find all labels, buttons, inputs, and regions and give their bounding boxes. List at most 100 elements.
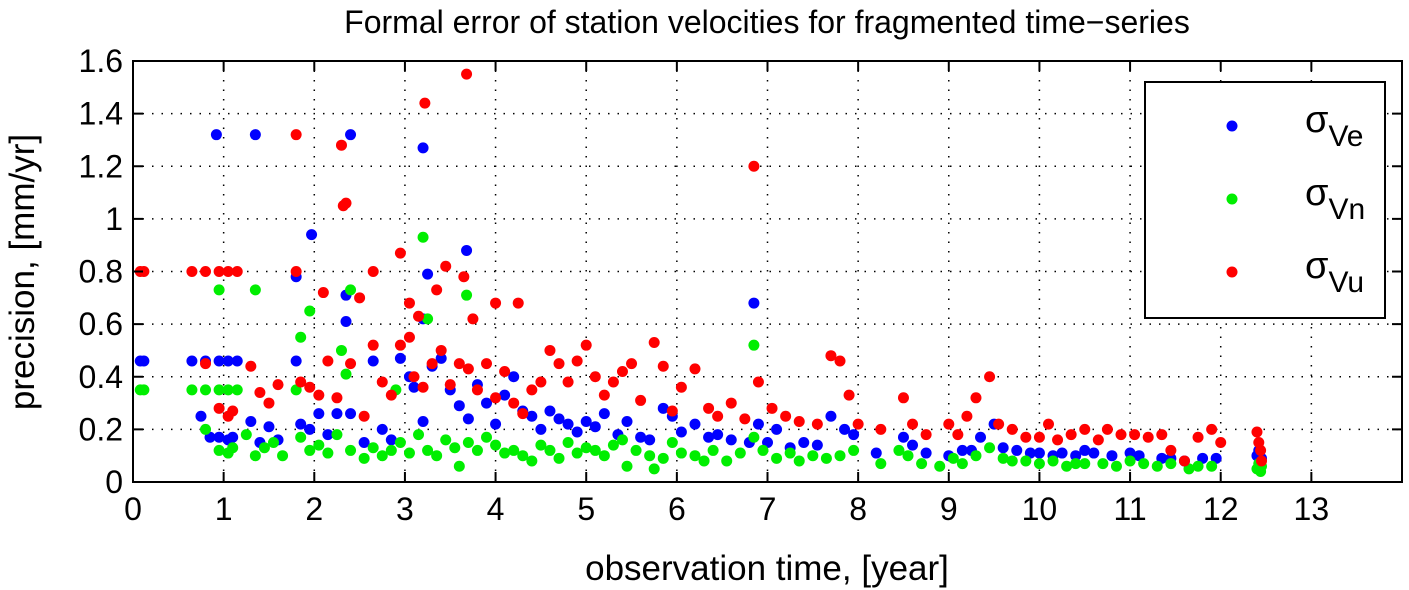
data-point: [138, 266, 150, 277]
data-point: [340, 368, 352, 380]
data-point: [1011, 444, 1023, 456]
x-tick-label: 3: [396, 491, 414, 527]
data-point: [213, 355, 225, 367]
data-point: [367, 339, 379, 351]
x-tick-label: 7: [759, 491, 777, 527]
data-point: [1156, 429, 1168, 441]
legend-label: σVn: [1305, 172, 1365, 226]
data-point: [657, 402, 669, 414]
data-point: [1056, 447, 1068, 459]
data-point: [811, 418, 823, 430]
data-point: [200, 423, 212, 435]
data-point: [331, 429, 343, 441]
data-point: [807, 450, 819, 462]
data-point: [426, 358, 438, 370]
data-point: [1192, 460, 1204, 472]
data-point: [408, 371, 420, 383]
legend-subscript: Vu: [1328, 266, 1364, 299]
data-point: [875, 458, 887, 470]
data-point: [340, 315, 352, 327]
legend-box: [1144, 81, 1386, 319]
data-point: [231, 384, 243, 396]
data-point: [267, 437, 279, 449]
x-tick-label: 9: [940, 491, 958, 527]
data-point: [461, 244, 473, 256]
series-1: [134, 231, 1268, 477]
data-point: [707, 444, 719, 456]
data-point: [1079, 444, 1091, 456]
data-point: [512, 297, 524, 309]
data-point: [635, 394, 647, 406]
data-point: [752, 418, 764, 430]
data-point: [1079, 423, 1091, 435]
data-point: [1255, 444, 1267, 456]
legend-subscript: Vn: [1328, 193, 1365, 226]
data-point: [200, 358, 212, 370]
data-point: [481, 358, 493, 370]
data-point: [394, 352, 406, 364]
data-point: [675, 447, 687, 459]
data-point: [422, 313, 434, 325]
data-point: [419, 97, 431, 109]
data-point: [598, 408, 610, 420]
data-point: [947, 452, 959, 464]
legend-sigma: σ: [1305, 99, 1328, 141]
data-point: [213, 444, 225, 456]
data-point: [562, 437, 574, 449]
data-point: [748, 160, 760, 172]
data-point: [820, 452, 832, 464]
data-point: [848, 429, 860, 441]
data-point: [458, 271, 470, 283]
data-point: [417, 231, 429, 243]
data-point: [1070, 458, 1082, 470]
data-point: [345, 444, 357, 456]
data-point: [975, 431, 987, 443]
data-point: [1061, 460, 1073, 472]
data-point: [553, 413, 565, 425]
data-point: [920, 447, 932, 459]
data-point: [417, 381, 429, 393]
data-point: [186, 384, 198, 396]
data-point: [295, 418, 307, 430]
data-point: [1251, 426, 1263, 438]
data-point: [635, 431, 647, 443]
data-point: [657, 452, 669, 464]
data-point: [295, 376, 307, 388]
data-point: [453, 358, 465, 370]
data-point: [825, 350, 837, 362]
data-point: [934, 460, 946, 472]
data-point: [675, 426, 687, 438]
data-point: [771, 452, 783, 464]
data-point: [345, 358, 357, 370]
data-point: [249, 284, 261, 296]
data-point: [138, 384, 150, 396]
data-point: [295, 431, 307, 443]
y-axis-ticks: 0 0.2 0.4 0.6 0.8 1 1.2 1.4 1.6: [79, 43, 1402, 500]
y-tick-label: 0.6: [79, 306, 123, 342]
data-point: [698, 455, 710, 467]
data-point: [227, 442, 239, 454]
data-point: [1124, 455, 1136, 467]
data-point: [703, 431, 715, 443]
legend-marker: [1226, 120, 1238, 132]
data-point: [689, 450, 701, 462]
data-point: [304, 381, 316, 393]
data-point: [186, 266, 198, 277]
data-point: [1192, 431, 1204, 443]
y-axis-label: precision, [mm/yr]: [3, 134, 42, 410]
data-point: [227, 431, 239, 443]
data-point: [526, 384, 538, 396]
data-point: [535, 376, 547, 388]
data-point: [993, 418, 1005, 430]
data-point: [725, 434, 737, 446]
data-point: [1092, 434, 1104, 446]
data-point: [1129, 429, 1141, 441]
data-point: [798, 437, 810, 449]
data-point: [657, 360, 669, 372]
data-point: [1006, 423, 1018, 435]
legend-marker: [1226, 193, 1238, 205]
x-tick-label: 8: [849, 491, 867, 527]
data-point: [385, 389, 397, 401]
